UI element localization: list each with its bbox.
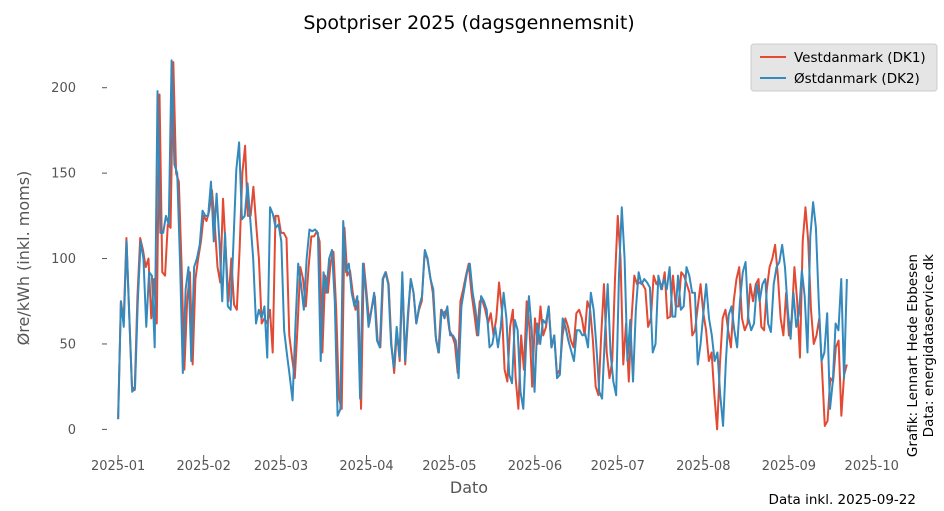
legend-label-dk1: Vestdanmark (DK1) bbox=[794, 50, 926, 66]
data-date-note: Data inkl. 2025-09-22 bbox=[769, 492, 916, 508]
y-ticks: 0 50 100 150 200 bbox=[51, 81, 107, 438]
y-tick-label: 50 bbox=[59, 337, 76, 352]
x-tick-label: 2025-08 bbox=[676, 459, 730, 474]
x-tick-label: 2025-06 bbox=[508, 459, 562, 474]
y-tick-label: 0 bbox=[68, 423, 76, 438]
x-tick-label: 2025-02 bbox=[177, 459, 231, 474]
legend-box bbox=[750, 43, 938, 92]
y-tick-label: 150 bbox=[51, 167, 76, 182]
x-tick-label: 2025-05 bbox=[422, 459, 476, 474]
x-axis-label: Dato bbox=[450, 478, 488, 497]
credit-author: Grafik: Lennart Hede Ebbesen bbox=[905, 254, 921, 457]
chart-title: Spotpriser 2025 (dagsgennemsnit) bbox=[303, 12, 634, 34]
x-tick-label: 2025-07 bbox=[591, 459, 645, 474]
credit-source: Data: energidataservice.dk bbox=[921, 254, 937, 438]
x-tick-label: 2025-04 bbox=[339, 459, 393, 474]
x-tick-label: 2025-09 bbox=[762, 459, 816, 474]
x-tick-label: 2025-01 bbox=[91, 459, 145, 474]
series-line-dk2 bbox=[117, 59, 848, 427]
x-tick-label: 2025-03 bbox=[254, 459, 308, 474]
y-axis-label: Øre/kWh (inkl. moms) bbox=[14, 171, 33, 346]
legend: Vestdanmark (DK1) Østdanmark (DK2) bbox=[750, 43, 938, 92]
y-tick-label: 100 bbox=[51, 252, 76, 267]
series-layer bbox=[117, 59, 848, 431]
series-line-dk1 bbox=[117, 61, 848, 431]
x-tick-label: 2025-10 bbox=[845, 459, 899, 474]
legend-label-dk2: Østdanmark (DK2) bbox=[794, 71, 920, 87]
y-tick-label: 200 bbox=[51, 81, 76, 96]
x-ticks: 2025-01 2025-02 2025-03 2025-04 2025-05 2025-… bbox=[91, 455, 899, 474]
